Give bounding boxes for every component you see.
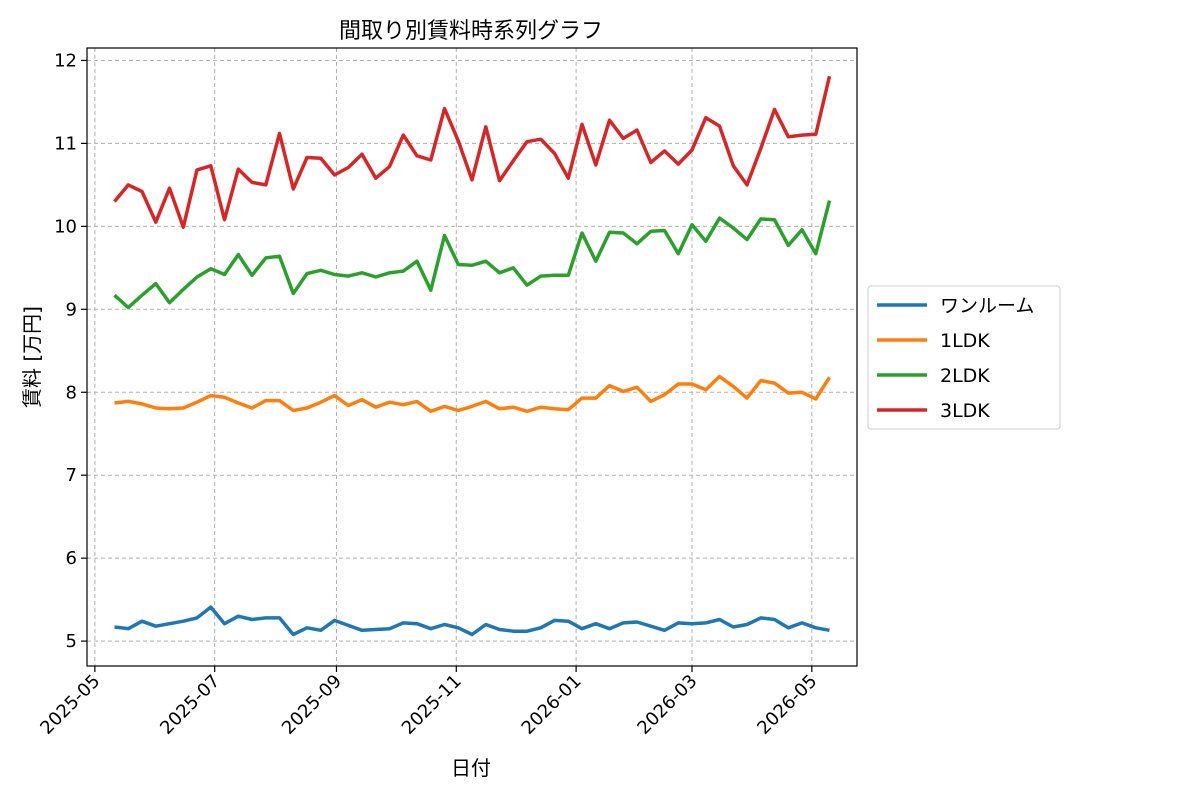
y-axis: 5 6 7 8 9 10 11 12 [54, 50, 87, 652]
series-line-1 [114, 374, 831, 414]
series-line-0 [114, 605, 830, 637]
legend-label-0: ワンルーム [940, 295, 1034, 317]
y-tick-label: 7 [66, 465, 77, 486]
y-tick-label: 9 [66, 299, 77, 320]
plot-area-frame [86, 47, 858, 667]
legend-label-2: 2LDK [940, 365, 990, 387]
series-line-3 [113, 75, 832, 229]
y-axis-label: 賃料 [万円] [20, 306, 44, 408]
legend-label-3: 3LDK [940, 400, 990, 422]
legend-label-1: 1LDK [940, 330, 990, 352]
y-tick-label: 6 [66, 548, 77, 569]
y-tick-label: 10 [54, 216, 77, 237]
y-tick-label: 8 [66, 382, 77, 403]
legend-frame [867, 285, 1061, 430]
series-lines [113, 75, 832, 637]
grid [87, 48, 857, 666]
y-tick-label: 11 [54, 133, 77, 154]
legend: ワンルーム 1LDK 2LDK 3LDK [867, 285, 1061, 430]
series-line-2 [113, 200, 832, 310]
y-tick-label: 5 [66, 631, 77, 652]
y-tick-label: 12 [54, 50, 77, 71]
x-axis-label: 日付 [451, 756, 491, 780]
chart-title: 間取り別賃料時系列グラフ [339, 19, 603, 44]
